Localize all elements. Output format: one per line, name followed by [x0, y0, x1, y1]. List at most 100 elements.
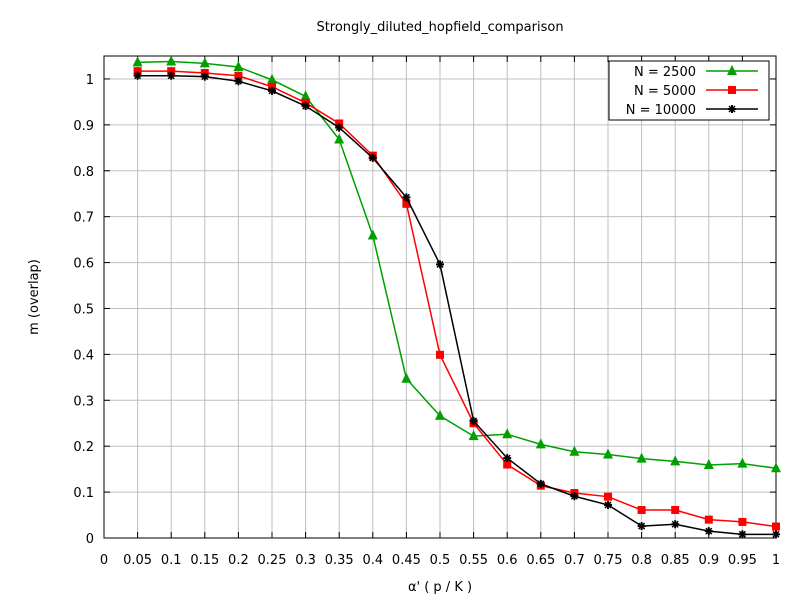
data-point-star [268, 86, 276, 95]
star-stroke [570, 492, 578, 500]
legend-label: N = 5000 [634, 84, 696, 99]
legend-item: N = 2500 [634, 65, 758, 80]
data-point-triangle [132, 56, 143, 67]
data-point-square [335, 119, 344, 128]
data-point-star [234, 77, 243, 86]
data-point-square [268, 82, 276, 91]
legend-label: N = 10000 [626, 103, 696, 118]
star-stroke [167, 72, 175, 80]
data-point-star [469, 416, 478, 425]
data-point-square [604, 492, 612, 501]
y-tick-label: 0.3 [73, 394, 94, 409]
data-point-star [536, 479, 545, 488]
data-point-star [671, 520, 680, 529]
x-tick-label: 0.45 [392, 553, 421, 568]
star-stroke [604, 501, 612, 509]
data-point-star [728, 105, 736, 113]
star-stroke [772, 530, 780, 538]
star-stroke [268, 87, 276, 95]
data-point-star [301, 102, 310, 111]
star-stroke [537, 480, 545, 488]
star-stroke [402, 193, 410, 201]
data-point-square [436, 350, 444, 359]
x-axis-label: α' ( p / K ) [408, 580, 472, 595]
data-point-star [604, 500, 612, 509]
x-tick-label: 0.7 [564, 553, 585, 568]
data-point-star [637, 522, 646, 531]
x-tick-label: 0.6 [497, 553, 518, 568]
x-tick-label: 0.85 [661, 553, 690, 568]
x-tick-label: 0.55 [459, 553, 488, 568]
x-tick-label: 0.75 [594, 553, 623, 568]
y-tick-label: 0 [86, 532, 94, 547]
data-point-triangle [502, 428, 513, 439]
data-point-star [335, 123, 344, 132]
data-point-square [234, 71, 243, 80]
data-point-triangle [535, 438, 546, 449]
series-layer [132, 55, 781, 539]
data-point-star [167, 71, 176, 80]
star-stroke [503, 454, 511, 462]
x-tick-label: 0.2 [228, 553, 249, 568]
y-tick-label: 0.5 [73, 302, 94, 317]
data-point-triangle [435, 409, 445, 420]
y-tick-label: 1 [86, 73, 94, 88]
data-point-star [436, 260, 444, 269]
star-stroke [728, 105, 736, 113]
data-point-star [738, 530, 747, 539]
data-point-triangle [401, 372, 412, 383]
y-axis-label: m (overlap) [27, 259, 42, 335]
data-point-square [728, 86, 736, 94]
x-tick-label: 0.65 [526, 553, 555, 568]
data-point-triangle [703, 459, 714, 470]
star-stroke [638, 522, 646, 530]
series-line [137, 74, 776, 536]
data-point-triangle [468, 430, 479, 441]
data-point-star [133, 71, 142, 80]
data-point-triangle [367, 229, 378, 240]
series-1 [132, 55, 781, 473]
legend: N = 2500 N = 5000 N = 10000 [608, 60, 770, 121]
x-tick-label: 0.1 [161, 553, 182, 568]
data-point-square [133, 67, 142, 76]
data-point-triangle [267, 73, 277, 84]
star-stroke [369, 154, 377, 162]
data-point-square [503, 460, 512, 469]
legend-item: N = 10000 [626, 103, 758, 118]
x-tick-label: 1 [772, 553, 780, 568]
data-point-triangle [771, 462, 781, 473]
data-point-triangle [300, 90, 311, 101]
data-point-triangle [727, 65, 737, 75]
data-point-triangle [334, 133, 345, 144]
star-stroke [705, 527, 713, 535]
data-point-star [503, 454, 512, 463]
y-tick-label: 0.7 [73, 211, 94, 226]
data-point-square [637, 505, 646, 514]
x-tick-label: 0.35 [325, 553, 354, 568]
legend-label: N = 2500 [634, 65, 696, 80]
chart-title: Strongly_diluted_hopfield_comparison [316, 20, 563, 35]
x-tick-label: 0.4 [362, 553, 383, 568]
data-point-triangle [166, 55, 177, 66]
y-tick-label: 0.6 [73, 257, 94, 272]
data-point-star [402, 193, 411, 202]
legend-item: N = 5000 [634, 84, 758, 99]
data-point-triangle [603, 448, 613, 459]
star-stroke [738, 530, 746, 538]
star-stroke [470, 417, 478, 425]
y-axis-ticks: 0 0.1 0.2 0.3 0.4 0.5 0.6 0.7 0.8 0.9 1 [73, 73, 776, 547]
x-tick-label: 0.3 [295, 553, 316, 568]
y-tick-label: 0.1 [73, 486, 94, 501]
series-line [137, 70, 777, 528]
star-stroke [671, 520, 679, 528]
data-point-triangle [737, 457, 748, 468]
star-stroke [335, 124, 343, 132]
data-point-triangle [199, 57, 210, 68]
data-point-star [570, 492, 579, 501]
series-line [137, 60, 777, 469]
data-point-triangle [670, 455, 681, 466]
data-point-triangle [569, 445, 580, 456]
series-3 [133, 71, 780, 539]
